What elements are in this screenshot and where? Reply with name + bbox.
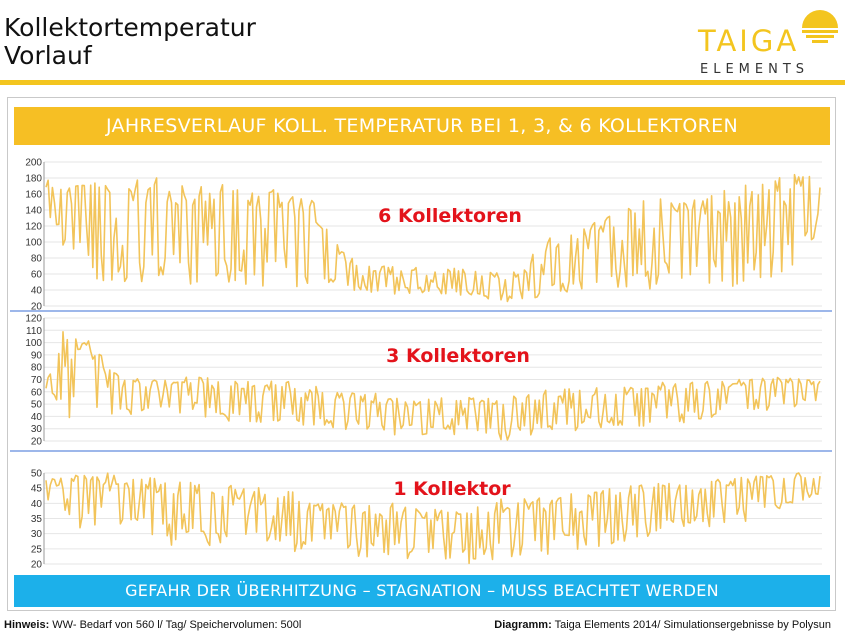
y-tick-label: 50 (31, 400, 43, 411)
y-tick-label: 80 (31, 363, 43, 374)
y-tick-label: 50 (31, 469, 43, 480)
logo-text-bottom: ELEMENTS (700, 62, 809, 77)
title-line-1: Kollektortemperatur (4, 13, 256, 42)
y-tick-label: 40 (31, 412, 43, 423)
y-tick-label: 30 (31, 424, 43, 435)
footer-note: Hinweis: WW- Bedarf von 560 l/ Tag/ Spei… (4, 619, 301, 631)
y-tick-label: 120 (25, 314, 42, 325)
footer-note-text: WW- Bedarf von 560 l/ Tag/ Speichervolum… (49, 619, 302, 631)
header-divider (0, 80, 845, 85)
y-tick-label: 100 (25, 338, 42, 349)
chart-heading-banner: JAHRESVERLAUF KOLL. TEMPERATUR BEI 1, 3,… (14, 107, 830, 145)
series-line (45, 173, 821, 303)
logo-text-top: TAIGA (697, 24, 799, 58)
page-title: Kollektortemperatur Vorlauf (4, 14, 256, 70)
y-tick-label: 20 (31, 437, 43, 448)
y-tick-label: 200 (25, 158, 42, 169)
series-line (45, 472, 821, 565)
footer-source-text: Taiga Elements 2014/ Simulationsergebnis… (551, 619, 831, 631)
y-tick-label: 70 (31, 375, 43, 386)
chart-frame (7, 97, 836, 611)
series-line (45, 330, 821, 441)
footer-source: Diagramm: Taiga Elements 2014/ Simulatio… (494, 619, 831, 631)
y-tick-label: 40 (31, 499, 43, 510)
series-label: 6 Kollektoren (378, 205, 522, 227)
chart-panel: 20 40 60 80 100 120 140 160 180 200 6 Kollektoren (25, 158, 822, 313)
y-tick-label: 30 (31, 529, 43, 540)
y-tick-label: 90 (31, 350, 43, 361)
taiga-elements-logo: TAIGA ELEMENTS (697, 10, 838, 77)
y-tick-label: 120 (25, 222, 42, 233)
chart-panel: 20 25 30 35 40 45 50 1 Kollektor (31, 469, 822, 571)
series-label: 3 Kollektoren (386, 345, 530, 367)
y-tick-label: 100 (25, 238, 42, 249)
y-tick-label: 140 (25, 206, 42, 217)
series-label: 1 Kollektor (393, 478, 511, 500)
y-tick-label: 180 (25, 174, 42, 185)
y-tick-label: 160 (25, 190, 42, 201)
y-tick-label: 45 (31, 484, 43, 495)
y-tick-label: 35 (31, 514, 43, 525)
y-tick-label: 40 (31, 286, 43, 297)
y-tick-label: 80 (31, 254, 43, 265)
y-tick-label: 60 (31, 387, 43, 398)
footer-source-label: Diagramm: (494, 619, 552, 631)
sun-icon (802, 10, 838, 43)
y-tick-label: 20 (31, 302, 43, 313)
footer-note-label: Hinweis: (4, 619, 50, 631)
title-line-2: Vorlauf (4, 41, 92, 70)
y-tick-label: 60 (31, 270, 43, 281)
y-tick-label: 20 (31, 560, 43, 571)
y-tick-label: 25 (31, 544, 43, 555)
y-tick-label: 110 (26, 326, 42, 337)
warning-banner: GEFAHR DER ÜBERHITZUNG – STAGNATION – MU… (14, 575, 830, 607)
